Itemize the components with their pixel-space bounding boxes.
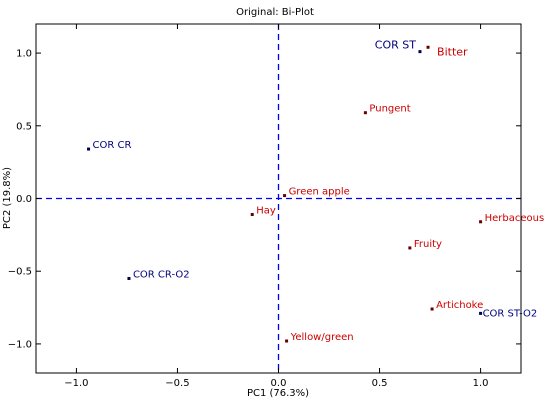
data-point	[479, 311, 483, 315]
y-tick-label: −0.5	[8, 267, 32, 278]
x-tick-label: 1.0	[473, 378, 489, 389]
data-point	[426, 45, 430, 49]
point-label: COR CR-O2	[133, 269, 190, 280]
point-label: Green apple	[289, 187, 350, 198]
y-tick-label: 0.5	[16, 121, 32, 132]
x-tick-label: 0.0	[271, 378, 287, 389]
x-tick-label: −1.0	[64, 378, 88, 389]
data-point	[430, 307, 434, 311]
data-point	[479, 220, 483, 224]
point-label: COR CR	[93, 140, 132, 151]
x-tick-label: 0.5	[372, 378, 388, 389]
y-tick-label: 0.0	[16, 194, 32, 205]
data-point	[418, 50, 422, 54]
y-tick-label: 1.0	[16, 49, 32, 60]
point-label: Bitter	[437, 45, 468, 58]
data-point	[363, 111, 367, 115]
point-label: Artichoke	[436, 300, 483, 311]
plot-area: −1.0 −0.5 0.0 0.5 1.0 1.0 0.5 0.0 −0.5 −1.0 COR ST…	[8, 24, 544, 389]
x-axis-label: PC1 (76.3%)	[247, 388, 309, 399]
data-point	[250, 212, 254, 216]
data-point	[408, 246, 412, 250]
plot-frame	[35, 23, 522, 374]
chart-title: Original: Bi-Plot	[236, 7, 314, 18]
data-point	[285, 339, 289, 343]
data-point	[283, 194, 287, 198]
point-label: COR ST-O2	[483, 308, 538, 319]
point-label: COR ST	[375, 39, 416, 52]
y-tick-label: −1.0	[8, 339, 32, 350]
point-label: Pungent	[369, 104, 410, 115]
y-axis-label: PC2 (19.8%)	[2, 167, 13, 229]
x-tick-label: −0.5	[165, 378, 189, 389]
point-label: Hay	[256, 205, 276, 216]
point-label: Fruity	[414, 239, 442, 250]
data-point	[127, 276, 131, 280]
data-point	[87, 147, 91, 151]
point-label: Herbaceous	[485, 213, 545, 224]
point-label: Yellow/green	[290, 332, 354, 343]
